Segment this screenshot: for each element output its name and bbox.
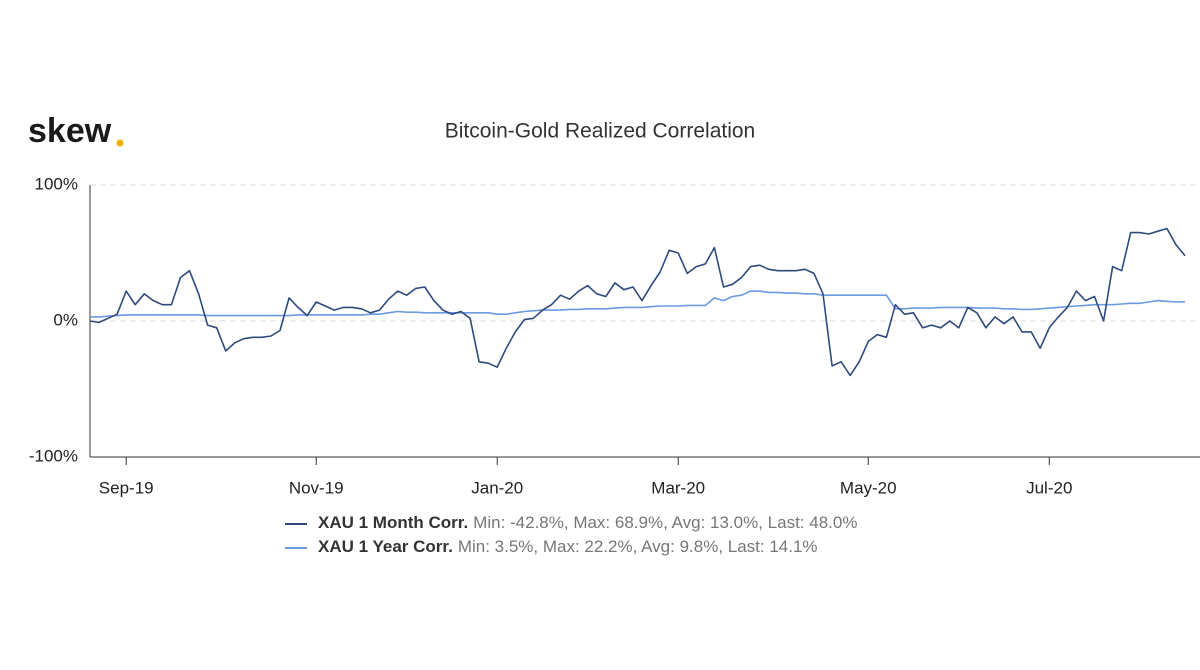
legend-entry: XAU 1 Year Corr. Min: 3.5%, Max: 22.2%, A… [318, 537, 818, 556]
chart-title: Bitcoin-Gold Realized Correlation [445, 120, 755, 143]
x-tick-label: Jul-20 [1026, 478, 1072, 497]
series-line [90, 290, 1186, 318]
legend-name: XAU 1 Year Corr. [318, 537, 453, 556]
x-tick-label: Nov-19 [289, 478, 344, 497]
x-tick-label: Mar-20 [651, 478, 705, 497]
x-tick-label: Jan-20 [471, 478, 523, 497]
y-tick-label: 100% [35, 174, 78, 193]
y-tick-label: -100% [29, 446, 78, 465]
legend-name: XAU 1 Month Corr. [318, 513, 468, 532]
x-tick-label: Sep-19 [99, 478, 154, 497]
legend-stats: Min: 3.5%, Max: 22.2%, Avg: 9.8%, Last: … [458, 537, 818, 556]
legend-stats: Min: -42.8%, Max: 68.9%, Avg: 13.0%, Las… [473, 513, 857, 532]
logo-dot [116, 139, 124, 147]
y-tick-label: 0% [53, 310, 78, 329]
x-tick-label: May-20 [840, 478, 897, 497]
legend-entry: XAU 1 Month Corr. Min: -42.8%, Max: 68.9%… [318, 513, 857, 532]
logo: skew [28, 112, 112, 150]
series-line [89, 227, 1186, 377]
